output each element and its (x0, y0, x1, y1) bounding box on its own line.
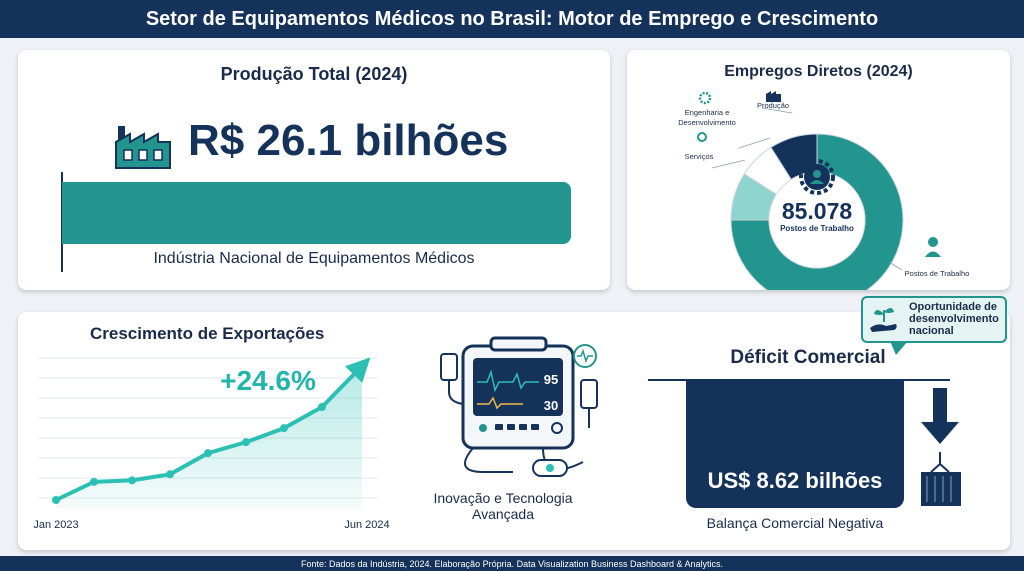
callout-tail (890, 341, 908, 355)
callout-text: Oportunidade de desenvolvimento nacional (909, 301, 999, 337)
x-label-end: Jun 2024 (344, 519, 389, 531)
exports-growth: +24.6% (220, 365, 316, 396)
label-servicos: Serviços (685, 152, 714, 161)
data-point-0 (52, 496, 60, 504)
gear-small-icon (698, 91, 712, 105)
factory-small-icon (766, 91, 781, 102)
deficit-subtitle: Balança Comercial Negativa (706, 515, 884, 531)
person-icon (925, 237, 941, 257)
label-engenharia-2: Desenvolvimento (678, 118, 736, 127)
factory-icon (115, 126, 171, 169)
label-postos: Postos de Trabalho (905, 269, 970, 278)
production-subtitle: Indústria Nacional de Equipamentos Médic… (153, 250, 475, 267)
footer: Fonte: Dados da Indústria, 2024. Elabora… (0, 556, 1024, 571)
opportunity-callout: Oportunidade de desenvolvimento nacional (861, 296, 1007, 343)
jobs-title: Empregos Diretos (2024) (724, 63, 913, 80)
monitor-value-2: 30 (544, 398, 558, 413)
exports-line-chart: +24.6% Jan 2023 Jun 2024 (33, 357, 390, 531)
label-producao: Produção (757, 101, 789, 110)
innovation-label: Inovação e Tecnologia Avançada (433, 490, 573, 522)
exports-title: Crescimento de Exportações (90, 324, 325, 343)
deficit-value: US$ 8.62 bilhões (707, 468, 883, 493)
dashboard-title: Setor de Equipamentos Médicos no Brasil:… (145, 7, 879, 30)
dashboard-header: Setor de Equipamentos Médicos no Brasil:… (0, 0, 1024, 38)
monitor-value-1: 95 (544, 372, 558, 387)
production-bar (62, 182, 571, 244)
label-engenharia-1: Engenharia e (685, 108, 730, 117)
data-point-5 (242, 438, 250, 447)
jobs-donut-chart: 85.078 Postos de Trabalho Produção Engen… (678, 91, 970, 290)
deficit-baseline (648, 379, 950, 381)
data-point-3 (166, 470, 174, 479)
plant-hand-icon (870, 308, 897, 332)
exports-arrow (320, 357, 371, 409)
data-point-6 (280, 424, 288, 433)
footer-source: Fonte: Dados da Indústria, 2024. Elabora… (300, 558, 724, 569)
x-label-start: Jan 2023 (33, 519, 78, 531)
jobs-total: 85.078 (782, 198, 853, 224)
jobs-total-label: Postos de Trabalho (780, 224, 854, 233)
deficit-bar (686, 381, 904, 508)
bottom-card: Crescimento de Exportações +24.6% Jan 20… (18, 312, 1010, 550)
medical-monitor-icon: 95 30 (440, 336, 598, 477)
gear-person-icon (799, 159, 835, 195)
production-title: Produção Total (2024) (220, 64, 408, 84)
jobs-card: Empregos Diretos (2024) 85.078 Postos de… (627, 50, 1010, 290)
deficit-title: Déficit Comercial (730, 347, 886, 368)
data-point-1 (90, 477, 98, 486)
production-card: Produção Total (2024) R$ 26.1 bilhões In… (18, 50, 610, 290)
data-point-7 (318, 403, 326, 411)
exports-line (55, 405, 323, 502)
handshake-icon (697, 132, 707, 142)
data-point-4 (204, 449, 212, 458)
production-value: R$ 26.1 bilhões (188, 116, 509, 165)
down-arrow-container-icon (921, 388, 961, 506)
exports-area (56, 366, 362, 508)
data-point-2 (128, 476, 136, 485)
